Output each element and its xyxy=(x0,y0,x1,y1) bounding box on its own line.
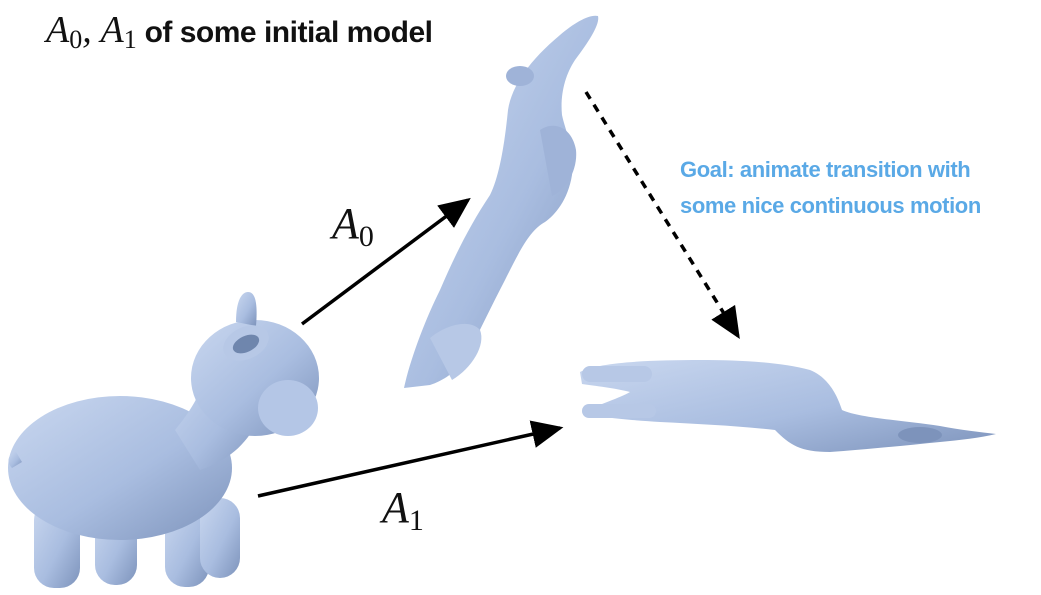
title-math-a0: A0 xyxy=(46,9,83,54)
arrow-label-a1: A1 xyxy=(382,483,424,537)
title-text: of some initial model xyxy=(136,16,433,49)
arrow-a0 xyxy=(300,197,471,326)
model-a0 xyxy=(404,15,599,389)
page-title: A0, A1 of some initial model xyxy=(46,8,433,54)
title-separator: , xyxy=(82,9,101,51)
title-math-a1: A1 xyxy=(100,9,137,54)
model-a1 xyxy=(580,360,996,452)
goal-line-2: some nice continuous motion xyxy=(680,193,981,218)
goal-line-1: Goal: animate transition with xyxy=(680,157,971,182)
arrow-label-a0: A0 xyxy=(332,199,374,253)
arrow-goal-dashed xyxy=(584,91,740,339)
arrow-a1 xyxy=(257,420,564,498)
goal-annotation: Goal: animate transition with some nice … xyxy=(680,152,1020,224)
initial-model xyxy=(8,292,319,588)
